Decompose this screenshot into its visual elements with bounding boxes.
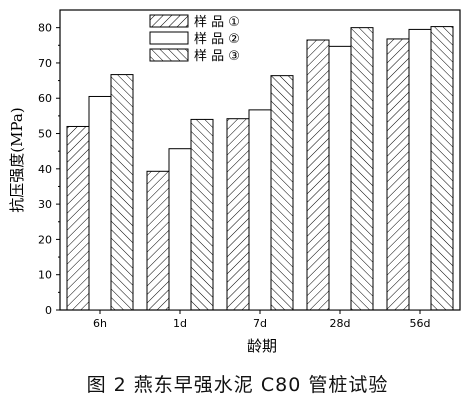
bar-1d-series-2 (168, 148, 192, 311)
x-tick-label: 7d (253, 317, 267, 330)
bar-7d-series-1 (226, 118, 250, 311)
legend: 样 品 ① 样 品 ② 样 品 ③ (149, 14, 240, 64)
bar-7d-series-3 (270, 75, 294, 311)
bar-1d-series-3 (190, 118, 214, 311)
y-tick-label: 50 (38, 128, 52, 141)
legend-label-series-2: 样 品 ② (194, 32, 240, 47)
legend-label-series-1: 样 品 ① (194, 15, 240, 30)
x-tick-label: 1d (173, 317, 187, 330)
bar-6h-series-3 (110, 74, 134, 311)
y-tick-label: 80 (38, 22, 52, 35)
bars-layer (66, 26, 454, 311)
legend-swatch-series-2 (149, 31, 189, 45)
bar-1d-series-1 (146, 170, 170, 311)
bar-56d-series-1 (386, 38, 410, 311)
legend-swatch-series-1 (149, 14, 189, 28)
y-tick-label: 30 (38, 198, 52, 211)
bar-28d-series-2 (328, 45, 352, 311)
figure-caption: 图 2 燕东早强水泥 C80 管桩试验 (86, 374, 389, 396)
x-tick-label: 6h (93, 317, 107, 330)
y-tick-label: 0 (45, 304, 52, 317)
y-tick-label: 70 (38, 57, 52, 70)
bar-56d-series-3 (430, 26, 454, 311)
bar-28d-series-3 (350, 27, 374, 311)
x-tick-label: 56d (410, 317, 431, 330)
y-axis-label: 抗压强度(MPa) (8, 107, 26, 212)
legend-swatch-series-3 (149, 48, 189, 62)
bar-28d-series-1 (306, 39, 330, 311)
y-tick-label: 20 (38, 233, 52, 246)
x-axis-label: 龄期 (247, 337, 277, 355)
bar-7d-series-2 (248, 109, 272, 311)
bar-6h-series-2 (88, 95, 112, 311)
bar-chart: 0 10 20 30 40 50 60 70 80 6h 1d 7d 28d 56d 样 品 ① 样 品 ②… (8, 9, 461, 355)
bar-56d-series-2 (408, 28, 432, 311)
axes-layer: 0 10 20 30 40 50 60 70 80 6h 1d 7d 28d 56d (38, 22, 430, 330)
x-tick-label: 28d (330, 317, 351, 330)
y-tick-label: 60 (38, 92, 52, 105)
legend-label-series-3: 样 品 ③ (194, 49, 240, 64)
y-tick-label: 10 (38, 269, 52, 282)
bar-6h-series-1 (66, 125, 90, 311)
y-tick-label: 40 (38, 163, 52, 176)
